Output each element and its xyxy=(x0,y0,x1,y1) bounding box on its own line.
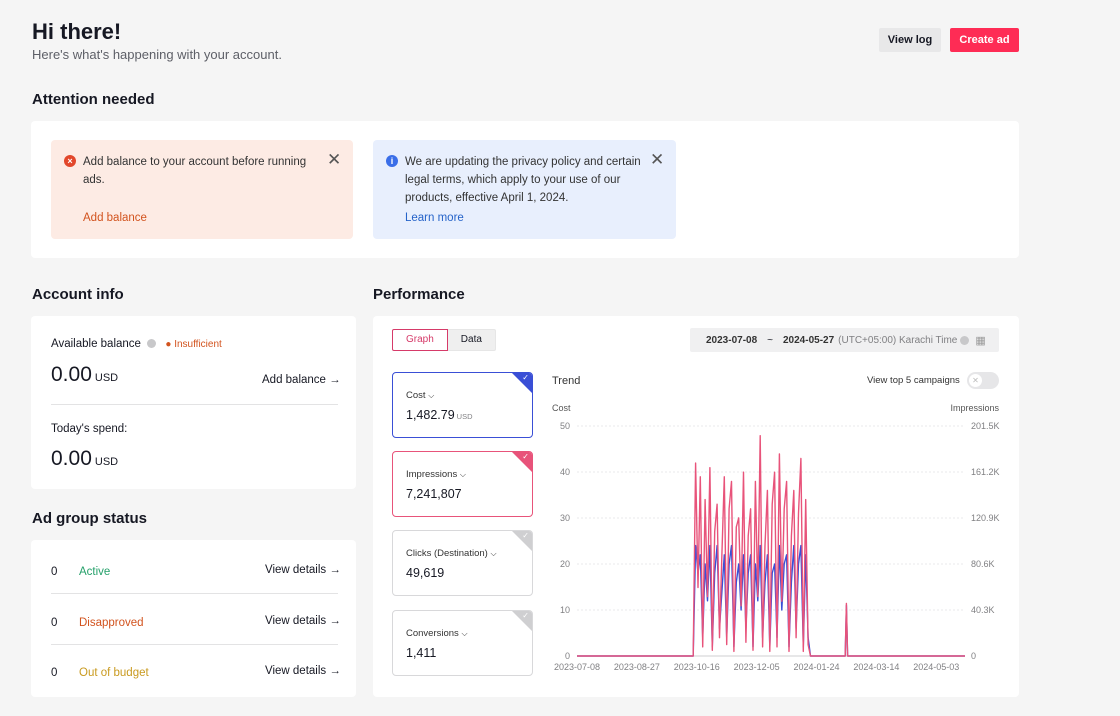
learn-more-link[interactable]: Learn more xyxy=(405,212,464,224)
status-badge: ● Insufficient xyxy=(165,339,222,350)
top-campaigns-label: View top 5 campaigns xyxy=(867,375,960,386)
spend-label: Today's spend: xyxy=(51,423,128,435)
date-range-picker[interactable]: 2023-07-08 ~ 2024-05-27 (UTC+05:00) Kara… xyxy=(690,328,999,352)
account-info-title: Account info xyxy=(32,286,124,303)
metric-value: 49,619 xyxy=(406,566,445,580)
account-card xyxy=(31,316,356,489)
tab-data[interactable]: Data xyxy=(447,329,496,351)
check-icon: ✓ xyxy=(522,611,529,620)
view-details-link[interactable]: View details → xyxy=(265,665,341,677)
divider xyxy=(51,644,338,645)
balance-label: Available balance ● Insufficient xyxy=(51,338,222,350)
performance-title: Performance xyxy=(373,286,465,303)
help-icon[interactable] xyxy=(147,339,157,348)
view-details-link[interactable]: View details → xyxy=(265,564,341,576)
ad-group-row: 0 Out of budget View details → xyxy=(31,644,356,694)
metric-card-cost[interactable]: Cost ⌵ 1,482.79 USD ✓ xyxy=(392,372,533,438)
calendar-icon: ▦ xyxy=(975,334,986,347)
create-ad-button[interactable]: Create ad xyxy=(950,28,1019,52)
add-balance-link[interactable]: Add balance xyxy=(83,212,147,224)
page-subtitle: Here's what's happening with your accoun… xyxy=(32,47,282,62)
selection-corner xyxy=(512,611,532,631)
ad-group-card xyxy=(31,540,356,697)
metric-label: Impressions ⌵ xyxy=(406,469,466,480)
selection-corner xyxy=(512,373,532,393)
ad-group-row: 0 Active View details → xyxy=(31,543,356,594)
chevron-down-icon: ⌵ xyxy=(428,391,435,400)
status-count: 0 xyxy=(51,617,58,629)
ad-group-row: 0 Disapproved View details → xyxy=(31,594,356,645)
error-icon: × xyxy=(64,155,76,167)
top-campaigns-toggle[interactable]: ✕ xyxy=(967,372,999,389)
view-log-button[interactable]: View log xyxy=(879,28,941,52)
metric-card-impressions[interactable]: Impressions ⌵ 7,241,807 ✓ xyxy=(392,451,533,517)
divider xyxy=(51,404,338,405)
add-balance-button[interactable]: Add balance → xyxy=(262,374,341,386)
selection-corner xyxy=(512,531,532,551)
view-tabs: Graph Data xyxy=(392,329,496,351)
page-title: Hi there! xyxy=(32,19,122,44)
metric-value: 1,411 xyxy=(406,646,437,660)
tab-graph[interactable]: Graph xyxy=(392,329,448,351)
balance-alert: × Add balance to your account before run… xyxy=(51,140,353,239)
close-icon[interactable]: ✕ xyxy=(327,150,342,169)
alert-message: We are updating the privacy policy and c… xyxy=(405,156,641,204)
privacy-alert: i We are updating the privacy policy and… xyxy=(373,140,676,239)
check-icon: ✓ xyxy=(522,531,529,540)
status-count: 0 xyxy=(51,667,58,679)
check-icon: ✓ xyxy=(522,452,529,461)
status-label: Disapproved xyxy=(79,617,144,629)
view-details-link[interactable]: View details → xyxy=(265,615,341,627)
selection-corner xyxy=(512,452,532,472)
status-label: Active xyxy=(79,566,111,578)
alert-message: Add balance to your account before runni… xyxy=(83,156,307,186)
toggle-knob: ✕ xyxy=(969,374,982,387)
balance-value: 0.00 USD xyxy=(51,363,119,386)
chevron-down-icon: ⌵ xyxy=(490,549,497,558)
metric-value: 1,482.79 USD xyxy=(406,408,473,422)
info-icon: i xyxy=(386,155,398,167)
status-count: 0 xyxy=(51,566,58,578)
chevron-down-icon: ⌵ xyxy=(461,629,468,638)
metric-label: Clicks (Destination) ⌵ xyxy=(406,548,497,559)
trend-title: Trend xyxy=(552,375,581,387)
ad-group-status-title: Ad group status xyxy=(32,510,147,527)
metric-label: Conversions ⌵ xyxy=(406,628,468,639)
metric-value: 7,241,807 xyxy=(406,487,462,501)
close-icon[interactable]: ✕ xyxy=(650,150,665,169)
metric-label: Cost ⌵ xyxy=(406,390,435,401)
attention-title: Attention needed xyxy=(32,91,155,108)
spend-value: 0.00 USD xyxy=(51,447,119,470)
check-icon: ✓ xyxy=(522,373,529,382)
divider xyxy=(51,593,338,594)
status-label: Out of budget xyxy=(79,667,149,679)
metric-card-clicks-destination[interactable]: Clicks (Destination) ⌵ 49,619 ✓ xyxy=(392,530,533,596)
help-icon xyxy=(960,335,970,345)
metric-card-conversions[interactable]: Conversions ⌵ 1,411 ✓ xyxy=(392,610,533,676)
chevron-down-icon: ⌵ xyxy=(459,470,466,479)
